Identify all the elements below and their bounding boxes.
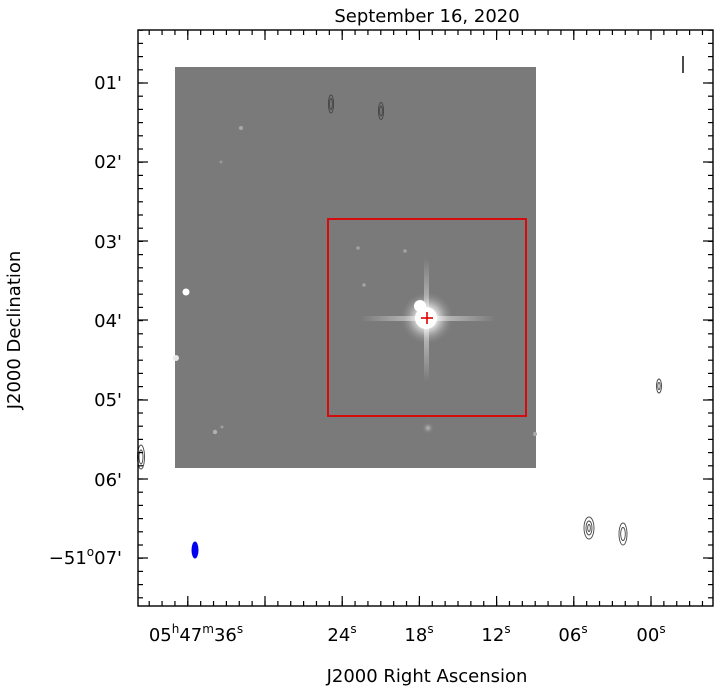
faint-star [422,422,434,434]
contour [377,102,385,120]
source-marker [421,312,433,324]
contour [620,527,626,541]
contour [379,105,383,117]
y-tick-label: 01' [94,73,122,94]
contour [585,520,593,536]
y-tick-label: 03' [94,232,122,253]
faint-star [182,288,190,296]
x-tick-label: 24s [327,622,356,646]
x-tick-label: 05h47m36s [149,622,243,646]
faint-star [220,425,224,429]
y-axis-label: J2000 Declination [4,251,25,411]
y-tick-labels: 01' 02' 03' 04' 05' 06' −51o07' [49,73,122,569]
y-tick-label: 05' [94,390,122,411]
x-tick-label: 00s [636,622,665,646]
faint-star [173,355,179,361]
contour [329,98,333,110]
faint-star [403,249,407,253]
contour [656,378,662,394]
y-tick-label: 06' [94,470,122,491]
sky-image [173,67,537,468]
faint-star [239,126,243,130]
y-tick-label: 02' [94,152,122,173]
contour [587,524,591,532]
x-tick-label: 12s [481,622,510,646]
contour [618,522,628,546]
faint-star [362,283,366,287]
ticks [138,29,713,606]
contour [583,516,595,540]
x-tick-label: 06s [558,622,587,646]
faint-star [212,429,218,435]
chart-title: September 16, 2020 [334,6,519,27]
contour [327,94,335,114]
x-tick-label: 18s [404,622,433,646]
contour [657,382,661,390]
faint-star [356,246,360,250]
faint-star [219,160,223,164]
region-box [327,218,527,417]
contour [138,449,144,465]
faint-star [533,432,537,436]
x-tick-labels: 05h47m36s 24s 18s 12s 06s 00s [149,622,666,646]
y-tick-label: 04' [94,311,122,332]
plot-frame [137,29,714,607]
beam-ellipse [191,541,199,559]
image-background [175,67,536,468]
y-tick-label: −51o07' [49,545,122,569]
x-axis-label: J2000 Right Ascension [326,666,528,687]
